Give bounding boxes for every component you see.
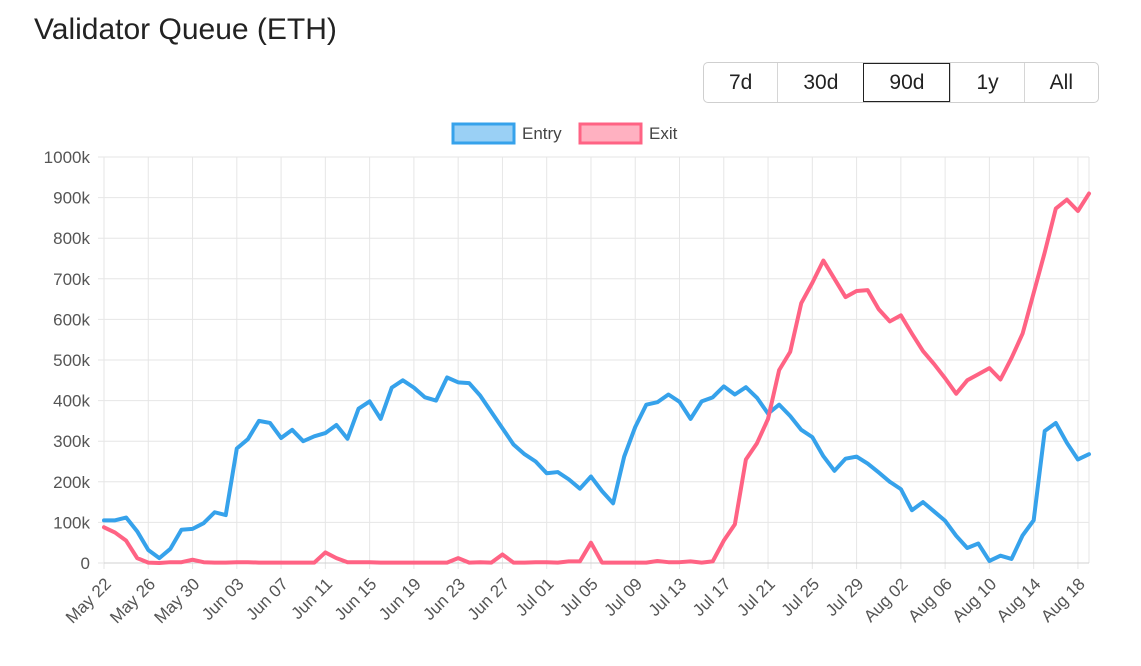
y-tick-label: 300k	[53, 432, 90, 451]
y-tick-label: 200k	[53, 473, 90, 492]
x-tick-label: Jun 07	[242, 574, 292, 624]
y-tick-label: 800k	[53, 229, 90, 248]
x-tick-label: Aug 18	[1037, 574, 1089, 626]
legend-label-entry: Entry	[522, 124, 562, 143]
x-tick-label: Jul 13	[645, 574, 691, 620]
range-all-button[interactable]: All	[1023, 63, 1098, 102]
range-1y-button[interactable]: 1y	[950, 63, 1024, 102]
x-tick-label: Aug 10	[949, 574, 1001, 626]
range-90d-button[interactable]: 90d	[863, 63, 951, 102]
legend-swatch-entry	[451, 122, 516, 145]
x-tick-label: Jun 15	[331, 574, 381, 624]
x-tick-label: Jul 21	[733, 574, 779, 620]
y-tick-label: 400k	[53, 392, 90, 411]
page-title: Validator Queue (ETH)	[34, 13, 337, 46]
range-7d-button[interactable]: 7d	[704, 63, 778, 102]
time-range-selector: 7d 30d 90d 1y All	[703, 62, 1099, 103]
y-tick-label: 600k	[53, 310, 90, 329]
x-tick-label: Jul 25	[778, 574, 824, 620]
x-tick-label: May 22	[62, 574, 115, 627]
x-tick-label: Jul 05	[556, 574, 602, 620]
legend-item-exit[interactable]: Exit	[578, 122, 678, 145]
x-tick-label: Jun 23	[419, 574, 469, 624]
entry-series-line	[102, 375, 1091, 563]
x-tick-label: Jun 27	[464, 574, 514, 624]
x-tick-label: Aug 14	[993, 574, 1045, 626]
x-tick-label: Aug 06	[904, 574, 956, 626]
x-tick-label: Jun 03	[198, 574, 248, 624]
y-tick-label: 0	[81, 554, 90, 573]
y-tick-label: 700k	[53, 270, 90, 289]
legend-item-entry[interactable]: Entry	[451, 122, 562, 145]
legend-swatch-exit	[578, 122, 643, 145]
x-tick-label: May 30	[151, 574, 204, 627]
legend-label-exit: Exit	[649, 124, 678, 143]
x-tick-label: Jul 17	[689, 574, 735, 620]
exit-series-line	[102, 191, 1091, 565]
x-tick-label: Jun 19	[375, 574, 425, 624]
x-tick-label: Jul 09	[601, 574, 647, 620]
y-tick-label: 900k	[53, 189, 90, 208]
x-tick-label: Jun 11	[288, 574, 337, 623]
y-tick-label: 100k	[53, 513, 90, 532]
range-30d-button[interactable]: 30d	[777, 63, 864, 102]
x-tick-label: Jul 01	[512, 574, 558, 620]
y-tick-label: 1000k	[44, 148, 91, 167]
x-tick-label: May 26	[106, 574, 159, 627]
y-tick-label: 500k	[53, 351, 90, 370]
x-tick-label: Aug 02	[860, 574, 912, 626]
